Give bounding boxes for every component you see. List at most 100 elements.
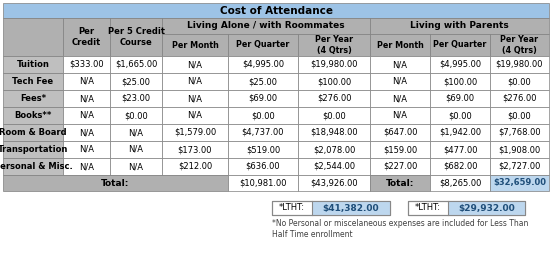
Text: $19,980.00: $19,980.00	[310, 60, 358, 69]
Text: N/A: N/A	[188, 60, 203, 69]
Bar	[370, 175, 430, 191]
Text: $18,948.00: $18,948.00	[310, 128, 358, 137]
Text: $0.00: $0.00	[124, 111, 148, 120]
Text: N/A: N/A	[79, 128, 94, 137]
Text: $4,995.00: $4,995.00	[439, 60, 481, 69]
Bar	[370, 90, 430, 107]
Bar	[370, 124, 430, 141]
Bar	[312, 201, 390, 215]
Text: Cost of Attendance: Cost of Attendance	[220, 6, 332, 15]
Text: Personal & Misc.: Personal & Misc.	[0, 162, 72, 171]
Text: N/A: N/A	[392, 111, 407, 120]
Bar	[3, 73, 63, 90]
Bar	[490, 73, 549, 90]
Text: Per Quarter: Per Quarter	[433, 41, 487, 50]
Bar	[63, 73, 110, 90]
Bar	[490, 141, 549, 158]
Text: $1,665.00: $1,665.00	[115, 60, 157, 69]
Bar	[162, 90, 228, 107]
Text: Living with Parents: Living with Parents	[410, 21, 509, 30]
Bar	[162, 34, 228, 56]
Bar	[228, 34, 298, 56]
Text: $159.00: $159.00	[383, 145, 417, 154]
Text: $647.00: $647.00	[383, 128, 417, 137]
Bar	[408, 201, 525, 215]
Text: Tech Fee: Tech Fee	[13, 77, 54, 86]
Text: $0.00: $0.00	[508, 77, 532, 86]
Text: $4,737.00: $4,737.00	[242, 128, 284, 137]
Text: $0.00: $0.00	[251, 111, 275, 120]
Bar	[490, 56, 549, 73]
Text: N/A: N/A	[392, 77, 407, 86]
Text: $0.00: $0.00	[448, 111, 472, 120]
Bar	[490, 90, 549, 107]
Bar	[370, 34, 430, 56]
Text: $25.00: $25.00	[248, 77, 278, 86]
Text: $2,544.00: $2,544.00	[313, 162, 355, 171]
Text: N/A: N/A	[129, 128, 144, 137]
Bar	[228, 158, 298, 175]
Bar	[162, 18, 370, 34]
Bar	[110, 158, 162, 175]
Bar	[63, 107, 110, 124]
Text: $173.00: $173.00	[178, 145, 213, 154]
Text: $25.00: $25.00	[121, 77, 151, 86]
Bar	[490, 158, 549, 175]
Text: Per Month: Per Month	[172, 41, 219, 50]
Text: $682.00: $682.00	[443, 162, 477, 171]
Bar	[370, 141, 430, 158]
Text: $276.00: $276.00	[317, 94, 351, 103]
Text: $0.00: $0.00	[322, 111, 346, 120]
Bar	[430, 107, 490, 124]
Text: N/A: N/A	[79, 94, 94, 103]
Text: $227.00: $227.00	[383, 162, 417, 171]
Bar	[3, 3, 549, 18]
Text: N/A: N/A	[129, 145, 144, 154]
Text: $1,942.00: $1,942.00	[439, 128, 481, 137]
Bar	[110, 124, 162, 141]
Text: Per Year
(4 Qtrs): Per Year (4 Qtrs)	[315, 35, 353, 55]
Text: N/A: N/A	[188, 77, 203, 86]
Text: $69.00: $69.00	[248, 94, 278, 103]
Text: $636.00: $636.00	[246, 162, 280, 171]
Bar	[408, 201, 525, 215]
Bar	[110, 141, 162, 158]
Bar	[298, 158, 370, 175]
Text: $2,727.00: $2,727.00	[498, 162, 541, 171]
Bar	[298, 107, 370, 124]
Text: Total:: Total:	[386, 179, 414, 188]
Text: Per Quarter: Per Quarter	[236, 41, 290, 50]
Bar	[228, 141, 298, 158]
Bar	[228, 56, 298, 73]
Bar	[430, 141, 490, 158]
Bar	[228, 124, 298, 141]
Bar	[63, 18, 110, 56]
Text: Per Month: Per Month	[376, 41, 423, 50]
Bar	[298, 34, 370, 56]
Bar	[298, 73, 370, 90]
Bar	[110, 73, 162, 90]
Text: $8,265.00: $8,265.00	[439, 179, 481, 188]
Bar	[162, 73, 228, 90]
Text: $10,981.00: $10,981.00	[239, 179, 286, 188]
Bar	[63, 56, 110, 73]
Text: Living Alone / with Roommates: Living Alone / with Roommates	[187, 21, 345, 30]
Text: $0.00: $0.00	[508, 111, 532, 120]
Text: $212.00: $212.00	[178, 162, 212, 171]
Bar	[490, 124, 549, 141]
Text: *LTHT:: *LTHT:	[415, 204, 441, 213]
Text: N/A: N/A	[188, 111, 203, 120]
Bar	[63, 158, 110, 175]
Text: N/A: N/A	[392, 94, 407, 103]
Bar	[110, 107, 162, 124]
Text: $519.00: $519.00	[246, 145, 280, 154]
Text: $32,659.00: $32,659.00	[493, 179, 546, 188]
Bar	[3, 141, 63, 158]
Text: Tuition: Tuition	[17, 60, 50, 69]
Bar	[430, 175, 490, 191]
Text: $333.00: $333.00	[69, 60, 104, 69]
Bar	[162, 56, 228, 73]
Text: $4,995.00: $4,995.00	[242, 60, 284, 69]
Bar	[430, 90, 490, 107]
Bar	[298, 56, 370, 73]
